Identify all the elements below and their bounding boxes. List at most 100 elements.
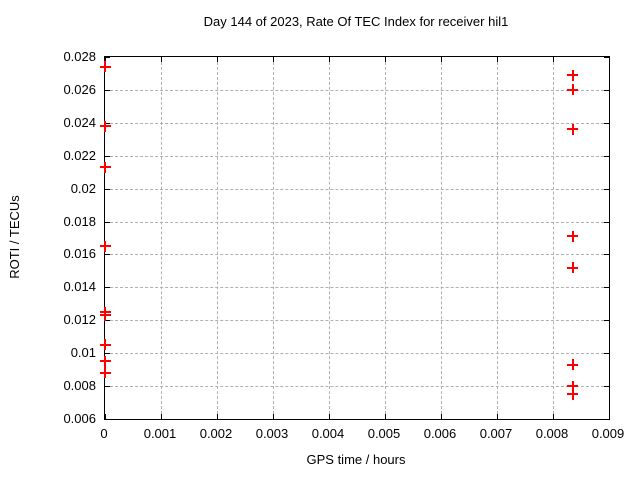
y-tick-mark bbox=[604, 386, 609, 388]
data-point-marker bbox=[99, 339, 111, 351]
y-tick-mark bbox=[604, 89, 609, 91]
gridline-vertical bbox=[441, 57, 442, 419]
x-tick-label: 0.006 bbox=[423, 426, 457, 441]
data-point-marker bbox=[567, 388, 579, 400]
x-tick-label: 0.004 bbox=[311, 426, 345, 441]
y-tick-mark bbox=[604, 287, 609, 289]
x-tick-mark bbox=[441, 57, 442, 62]
x-tick-mark bbox=[105, 414, 106, 419]
y-tick-label: 0.024 bbox=[63, 114, 96, 130]
x-tick-mark bbox=[273, 57, 274, 62]
x-tick-label: 0.007 bbox=[479, 426, 513, 441]
y-tick-mark bbox=[604, 188, 609, 190]
gridline-horizontal bbox=[105, 386, 609, 388]
x-tick-mark bbox=[105, 57, 106, 62]
data-point-marker bbox=[567, 262, 579, 274]
gridline-horizontal bbox=[105, 122, 609, 124]
y-tick-mark bbox=[105, 320, 110, 322]
data-point-marker bbox=[567, 230, 579, 242]
data-point-marker bbox=[567, 69, 579, 81]
x-tick-mark bbox=[385, 57, 386, 62]
y-tick-mark bbox=[105, 221, 110, 223]
y-tick-mark bbox=[105, 353, 110, 355]
y-tick-label: 0.012 bbox=[63, 312, 96, 328]
y-tick-mark bbox=[105, 122, 110, 124]
x-tick-mark bbox=[161, 57, 162, 62]
x-tick-mark bbox=[553, 414, 554, 419]
y-tick-label: 0.008 bbox=[63, 378, 96, 394]
y-tick-label: 0.018 bbox=[63, 213, 96, 229]
y-tick-label: 0.022 bbox=[63, 147, 96, 163]
gridline-vertical bbox=[553, 57, 554, 419]
gridline-horizontal bbox=[105, 188, 609, 190]
x-tick-mark bbox=[553, 57, 554, 62]
x-tick-label: 0 bbox=[100, 426, 108, 441]
x-tick-mark bbox=[217, 57, 218, 62]
y-tick-mark bbox=[604, 57, 609, 58]
y-tick-mark bbox=[604, 353, 609, 355]
gridline-horizontal bbox=[105, 320, 609, 322]
x-tick-label: 0.008 bbox=[535, 426, 569, 441]
y-tick-mark bbox=[604, 221, 609, 223]
y-tick-mark bbox=[105, 386, 110, 388]
y-tick-label: 0.026 bbox=[63, 81, 96, 97]
gridline-vertical bbox=[161, 57, 162, 419]
data-point-marker bbox=[567, 380, 579, 392]
x-tick-label: 0.009 bbox=[591, 426, 625, 441]
y-tick-label: 0.02 bbox=[70, 180, 96, 196]
data-point-marker bbox=[99, 367, 111, 379]
x-tick-mark bbox=[609, 57, 610, 62]
y-tick-label: 0.028 bbox=[63, 49, 96, 64]
x-tick-mark bbox=[497, 57, 498, 62]
x-tick-mark bbox=[441, 414, 442, 419]
y-tick-mark bbox=[105, 155, 110, 157]
y-tick-mark bbox=[604, 254, 609, 256]
y-tick-mark bbox=[105, 89, 110, 91]
plot-area bbox=[99, 56, 610, 420]
y-tick-label: 0.01 bbox=[70, 345, 96, 361]
y-tick-mark bbox=[105, 419, 110, 420]
x-tick-label: 0.005 bbox=[367, 426, 401, 441]
y-tick-mark bbox=[105, 57, 110, 58]
data-point-marker bbox=[99, 240, 111, 252]
x-tick-mark bbox=[329, 414, 330, 419]
y-tick-mark bbox=[604, 155, 609, 157]
data-point-marker bbox=[99, 120, 111, 132]
data-point-marker bbox=[567, 84, 579, 96]
y-tick-mark bbox=[105, 188, 110, 190]
x-tick-mark bbox=[161, 414, 162, 419]
y-tick-mark bbox=[105, 287, 110, 289]
x-tick-mark bbox=[217, 414, 218, 419]
gridline-vertical bbox=[273, 57, 274, 419]
data-point-marker bbox=[567, 123, 579, 135]
gridline-horizontal bbox=[105, 221, 609, 223]
gridline-horizontal bbox=[105, 287, 609, 289]
x-axis-title: GPS time / hours bbox=[306, 452, 406, 467]
data-point-marker bbox=[567, 359, 579, 371]
gridline-horizontal bbox=[105, 353, 609, 355]
x-tick-mark bbox=[385, 414, 386, 419]
y-tick-label: 0.006 bbox=[63, 411, 96, 426]
x-tick-label: 0.003 bbox=[255, 426, 289, 441]
chart-title: Day 144 of 2023, Rate Of TEC Index for r… bbox=[203, 14, 509, 29]
y-tick-mark bbox=[604, 122, 609, 124]
x-tick-label: 0.002 bbox=[199, 426, 233, 441]
data-point-marker bbox=[99, 161, 111, 173]
gridline-vertical bbox=[329, 57, 330, 419]
gridline-vertical bbox=[497, 57, 498, 419]
data-point-marker bbox=[99, 61, 111, 73]
gridline-vertical bbox=[385, 57, 386, 419]
data-point-marker bbox=[99, 309, 111, 321]
x-tick-mark bbox=[609, 414, 610, 419]
x-tick-label: 0.001 bbox=[143, 426, 177, 441]
y-axis-title: ROTI / TECUs bbox=[7, 195, 22, 279]
gridline-horizontal bbox=[105, 89, 609, 91]
y-tick-label: 0.016 bbox=[63, 246, 96, 262]
gridline-horizontal bbox=[105, 155, 609, 157]
y-tick-mark bbox=[105, 254, 110, 256]
y-tick-mark bbox=[604, 320, 609, 322]
y-tick-mark bbox=[604, 419, 609, 420]
x-tick-mark bbox=[273, 414, 274, 419]
data-point-marker bbox=[99, 355, 111, 367]
